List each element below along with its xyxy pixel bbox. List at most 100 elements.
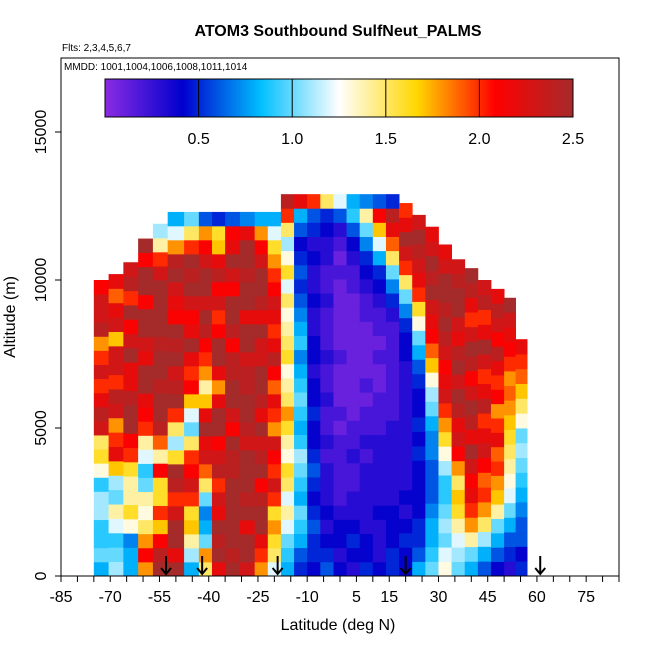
- heatmap-cell: [399, 303, 413, 319]
- heatmap-cell: [123, 518, 139, 534]
- heatmap-cell: [425, 372, 439, 388]
- heatmap-cell: [184, 561, 200, 576]
- heatmap-cell: [490, 403, 505, 419]
- heatmap-cell: [184, 253, 200, 269]
- heatmap-cell: [138, 435, 154, 450]
- heatmap-cell: [123, 476, 139, 491]
- heatmap-cell: [385, 420, 400, 435]
- heatmap-cell: [184, 211, 200, 227]
- heatmap-cell: [167, 253, 185, 269]
- heatmap-cell: [307, 279, 321, 294]
- heatmap-cell: [123, 347, 139, 363]
- heatmap-cell: [425, 328, 439, 344]
- heatmap-cell: [346, 194, 361, 209]
- heatmap-cell: [346, 279, 361, 294]
- heatmap-cell: [254, 379, 269, 395]
- heatmap-cell: [425, 474, 439, 490]
- heatmap-cell: [93, 350, 109, 365]
- x-tick-label: -55: [148, 589, 171, 606]
- heatmap-cell: [504, 458, 517, 474]
- heatmap-cell: [477, 516, 492, 532]
- heatmap-cell: [399, 547, 413, 563]
- x-tick-label: -25: [246, 589, 269, 606]
- heatmap-cell: [399, 360, 413, 376]
- heatmap-cell: [412, 229, 426, 245]
- heatmap-cell: [152, 266, 169, 281]
- heatmap-cell: [346, 363, 361, 379]
- heatmap-cell: [108, 504, 124, 519]
- heatmap-cell: [359, 349, 374, 365]
- heatmap-cell: [412, 243, 426, 259]
- heatmap-cell: [490, 504, 505, 519]
- heatmap-cell: [184, 337, 200, 353]
- heatmap-cell: [412, 445, 426, 461]
- heatmap-cell: [451, 547, 466, 563]
- heatmap-cell: [372, 505, 387, 520]
- heatmap-cell: [490, 446, 505, 462]
- heatmap-cell: [184, 351, 200, 367]
- heatmap-cell: [464, 297, 479, 313]
- heatmap-cell: [307, 378, 321, 393]
- heatmap-cell: [138, 379, 154, 394]
- heatmap-cell: [267, 463, 282, 479]
- heatmap-cell: [320, 462, 334, 478]
- heatmap-cell: [320, 392, 334, 407]
- heatmap-cell: [211, 225, 226, 241]
- heatmap-cell: [372, 335, 387, 351]
- heatmap-cell: [280, 519, 295, 534]
- heatmap-cell: [346, 477, 361, 492]
- heatmap-cell: [425, 488, 439, 504]
- heatmap-cell: [138, 421, 154, 436]
- heatmap-cell: [385, 434, 400, 450]
- heatmap-cell: [184, 407, 200, 423]
- heatmap-cell: [108, 446, 124, 462]
- heatmap-cell: [138, 407, 154, 422]
- heatmap-cell: [239, 463, 256, 479]
- heatmap-cell: [425, 561, 439, 576]
- heatmap-cell: [346, 448, 361, 464]
- heatmap-cell: [307, 264, 321, 280]
- heatmap-cell: [372, 250, 387, 266]
- heatmap-cell: [346, 321, 361, 336]
- heatmap-cell: [198, 253, 213, 269]
- heatmap-cell: [152, 322, 169, 337]
- heatmap-cell: [372, 561, 387, 576]
- heatmap-cell: [211, 449, 226, 465]
- heatmap-cell: [239, 295, 256, 311]
- heatmap-cell: [399, 403, 413, 419]
- heatmap-cell: [225, 435, 241, 451]
- heatmap-cell: [490, 518, 505, 534]
- colorbar-tick-label: 1.0: [281, 131, 303, 148]
- heatmap-cell: [477, 502, 492, 518]
- heatmap-cell: [372, 307, 387, 322]
- heatmap-cell: [152, 505, 169, 521]
- heatmap-cell: [280, 462, 295, 478]
- heatmap-cell: [504, 488, 517, 504]
- heatmap-cell: [138, 463, 154, 478]
- heatmap-cell: [464, 356, 479, 372]
- heatmap-cell: [490, 360, 505, 376]
- heatmap-cell: [138, 252, 154, 268]
- heatmap-cell: [359, 533, 374, 549]
- heatmap-cell: [267, 505, 282, 521]
- heatmap-cell: [477, 280, 492, 296]
- heatmap-cell: [399, 346, 413, 362]
- heatmap-cell: [451, 288, 466, 303]
- heatmap-cell: [225, 379, 241, 395]
- heatmap-cell: [254, 421, 269, 437]
- heatmap-cell: [254, 519, 269, 535]
- heatmap-cell: [152, 364, 169, 380]
- heatmap-cell: [307, 420, 321, 435]
- heatmap-cell: [320, 434, 334, 450]
- heatmap-cell: [93, 378, 109, 394]
- heatmap-cell: [198, 309, 213, 325]
- heatmap-cell: [359, 491, 374, 506]
- heatmap-cell: [359, 477, 374, 492]
- heatmap-cell: [504, 370, 517, 387]
- heatmap-cell: [385, 378, 400, 393]
- heatmap-cell: [438, 532, 452, 548]
- heatmap-cell: [225, 337, 241, 353]
- heatmap-cell: [333, 392, 347, 407]
- heatmap-cell: [280, 194, 295, 209]
- heatmap-cell: [504, 356, 517, 372]
